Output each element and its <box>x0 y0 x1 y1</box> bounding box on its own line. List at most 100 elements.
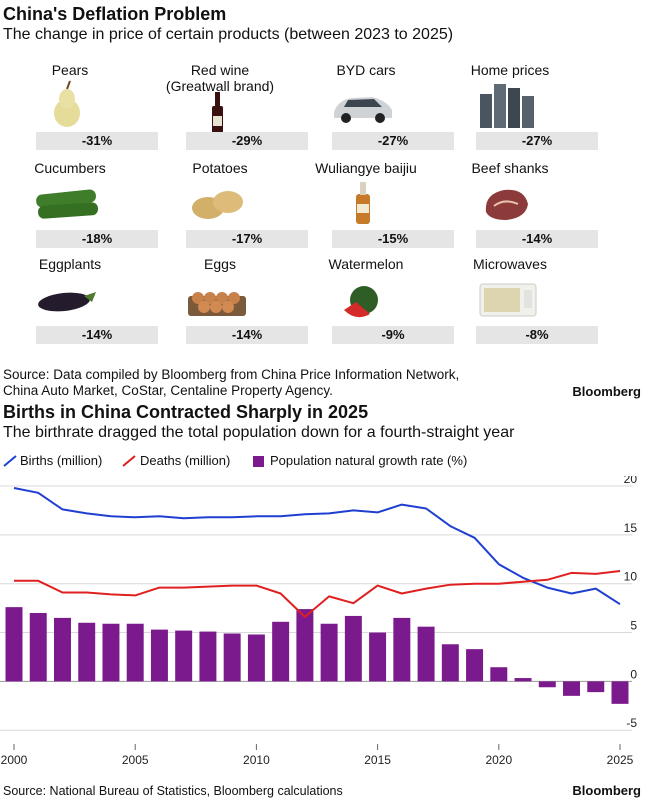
product-cell: Eggs -14% <box>186 252 336 348</box>
product-cell: Beef shanks -14% <box>471 156 626 252</box>
growth-rate-bar <box>538 681 556 688</box>
growth-rate-bar <box>223 633 241 682</box>
growth-rate-bar <box>126 623 144 682</box>
growth-rate-bar <box>466 649 484 682</box>
product-name: Pears <box>51 62 89 78</box>
product-cell: Wuliangye baijiu -15% <box>315 156 482 252</box>
product-value-label: -18% <box>81 231 113 246</box>
births-deaths-chart: -5 0 5 10 15 20 2000 2005 2010 2015 2020 2025 <box>0 476 638 767</box>
growth-rate-bar <box>102 623 120 682</box>
growth-rate-bar <box>5 607 23 682</box>
x-tick-label: 2025 <box>607 753 634 767</box>
growth-rate-bar <box>393 617 411 682</box>
product-cell: Home prices -27% <box>471 58 626 154</box>
eggplant-icon <box>34 274 100 322</box>
product-name: Beef shanks <box>471 160 549 176</box>
growth-rate-bar <box>247 634 265 682</box>
value-bar <box>332 230 454 248</box>
product-value-label: -14% <box>521 231 553 246</box>
product-value-label: -29% <box>231 133 263 148</box>
legend-growth-label: Population natural growth rate (%) <box>270 453 468 468</box>
value-bar <box>476 230 598 248</box>
bottom-source: Source: National Bureau of Statistics, B… <box>3 784 343 798</box>
growth-rate-bar <box>320 623 338 682</box>
product-cell: Eggplants -14% <box>36 252 186 348</box>
legend-births-label: Births (million) <box>20 453 103 468</box>
product-grid: Pears -31% Red wine (Greatwall brand) -29% BY… <box>0 58 647 358</box>
growth-rate-bar <box>199 631 217 682</box>
legend-deaths-swatch <box>122 455 136 467</box>
product-value-label: -17% <box>231 231 263 246</box>
product-value-label: -14% <box>231 327 263 342</box>
eggs-icon <box>184 274 250 322</box>
product-name: Microwaves <box>473 256 547 272</box>
growth-rate-bar <box>369 632 387 682</box>
y-tick-label: -5 <box>626 716 637 730</box>
legend-growth-swatch <box>253 456 264 467</box>
car-icon <box>330 80 396 128</box>
product-name: BYD cars <box>336 62 396 78</box>
product-cell: Watermelon -9% <box>329 252 482 348</box>
x-tick-label: 2015 <box>364 753 391 767</box>
product-cell: Cucumbers -18% <box>34 156 186 252</box>
value-bar <box>186 326 308 344</box>
product-name: Wuliangye baijiu <box>315 160 417 176</box>
y-tick-label: 15 <box>624 521 638 535</box>
product-cell: Red wine (Greatwall brand) -29% <box>166 58 336 154</box>
growth-rate-bar <box>344 615 362 682</box>
x-tick-label: 2000 <box>1 753 28 767</box>
product-value-label: -15% <box>377 231 409 246</box>
potato-icon <box>184 178 250 226</box>
value-bar <box>36 326 158 344</box>
growth-rate-bar <box>29 613 47 682</box>
legend-births-swatch <box>3 455 17 467</box>
top-brand-logo: Bloomberg <box>572 384 641 399</box>
growth-rate-bar <box>53 617 71 682</box>
value-bar <box>36 230 158 248</box>
top-chart-title: China's Deflation Problem <box>3 4 227 24</box>
product-value-label: -14% <box>81 327 113 342</box>
y-tick-label: 5 <box>630 619 637 633</box>
wine-bottle-icon <box>184 90 250 138</box>
product-value-label: -9% <box>381 327 405 342</box>
growth-rate-bar <box>563 681 581 696</box>
product-name: Potatoes <box>192 160 248 176</box>
product-value-label: -8% <box>525 327 549 342</box>
product-value-label: -27% <box>521 133 553 148</box>
product-name: Eggs <box>204 256 236 272</box>
product-name: Home prices <box>470 62 550 78</box>
pear-icon <box>34 80 100 128</box>
top-source-line-1: Source: Data compiled by Bloomberg from … <box>3 367 460 382</box>
legend: Births (million) Deaths (million) Popula… <box>0 452 647 472</box>
product-value-label: -27% <box>377 133 409 148</box>
growth-rate-bar <box>441 644 459 682</box>
growth-rate-bar <box>175 630 193 682</box>
watermelon-icon <box>330 274 396 322</box>
top-source: Source: Data compiled by Bloomberg from … <box>3 367 459 399</box>
y-tick-label: 10 <box>624 570 638 584</box>
value-bar <box>476 132 598 150</box>
value-bar <box>332 326 454 344</box>
growth-rate-bar <box>150 629 168 682</box>
product-name: Eggplants <box>38 256 102 272</box>
growth-rate-bar <box>611 681 629 704</box>
growth-rate-bar <box>417 626 435 682</box>
baijiu-bottle-icon <box>330 178 396 226</box>
product-cell: Microwaves -8% <box>473 252 626 348</box>
growth-rate-bar <box>490 667 508 682</box>
value-bar <box>36 132 158 150</box>
bottom-brand-logo: Bloomberg <box>572 783 641 798</box>
value-bar <box>476 326 598 344</box>
growth-rate-bar <box>514 678 532 682</box>
growth-rate-bar <box>78 622 96 682</box>
apartment-buildings-icon <box>474 80 540 128</box>
value-bar <box>186 132 308 150</box>
value-bar <box>332 132 454 150</box>
product-name: Red wine (Greatwall brand) <box>165 62 275 94</box>
bottom-chart-subtitle: The birthrate dragged the total populati… <box>3 424 515 441</box>
y-tick-label: 0 <box>630 667 637 681</box>
cucumber-icon <box>34 178 100 226</box>
product-cell: Potatoes -17% <box>186 156 336 252</box>
microwave-icon <box>474 274 540 322</box>
top-chart-subtitle: The change in price of certain products … <box>3 26 454 43</box>
